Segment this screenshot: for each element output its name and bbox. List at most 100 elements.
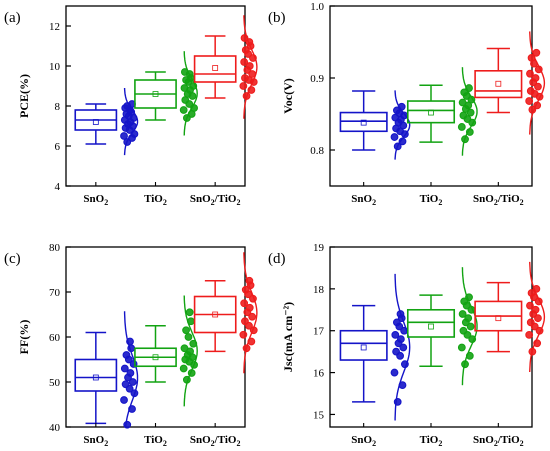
series-SnO2	[339, 273, 411, 421]
data-point	[248, 312, 257, 321]
y-tick-label: 6	[55, 141, 61, 153]
data-point	[123, 420, 132, 429]
data-point	[466, 322, 475, 331]
mean-marker	[152, 354, 159, 361]
subscript: 2	[438, 198, 442, 207]
iqr-box	[74, 358, 118, 392]
label-part: SnO	[351, 434, 372, 446]
subscript: 2	[494, 198, 498, 207]
category-label: SnO2/TiO2	[473, 193, 524, 207]
category-label: TiO2	[420, 434, 443, 446]
label-part: SnO	[83, 193, 104, 205]
data-point	[180, 344, 189, 353]
data-point	[121, 380, 130, 389]
subscript: 2	[438, 439, 442, 446]
y-axis-title: PCE(%)	[17, 74, 31, 118]
data-point	[396, 335, 405, 343]
data-point	[457, 123, 466, 131]
mean-marker	[152, 91, 159, 97]
subscript: 2	[163, 198, 167, 207]
category-label: SnO2/TiO2	[190, 193, 241, 207]
distribution-curve	[183, 51, 198, 136]
data-point	[122, 351, 131, 359]
series-TiO2	[134, 51, 198, 136]
data-point	[245, 62, 254, 70]
category-label: TiO2	[420, 193, 443, 207]
iqr-box	[406, 308, 456, 338]
data-point	[239, 82, 248, 90]
data-point	[464, 314, 473, 323]
data-point	[531, 74, 540, 82]
distribution-curve	[529, 261, 546, 373]
data-point	[391, 331, 400, 339]
iqr-box	[193, 55, 237, 83]
subscript: 2	[236, 198, 240, 207]
data-point	[526, 301, 534, 310]
data-point	[399, 343, 408, 352]
y-tick-label: 70	[49, 287, 61, 299]
data-point	[126, 369, 135, 377]
subscript: 2	[211, 439, 215, 446]
label-part: TiO	[420, 193, 439, 205]
y-tick-label: 16	[313, 368, 325, 380]
data-point	[527, 289, 536, 297]
series-SnO2	[74, 311, 139, 429]
mean-marker	[92, 119, 99, 125]
data-point	[459, 326, 468, 335]
subscript: 2	[520, 439, 524, 446]
subscript: 2	[494, 439, 498, 446]
subscript: 2	[211, 198, 215, 207]
data-point	[240, 58, 249, 66]
category-label: SnO2/TiO2	[473, 434, 524, 446]
y-tick-label: 80	[49, 242, 61, 254]
data-point	[182, 326, 190, 335]
distribution-curve	[243, 15, 258, 119]
data-point	[241, 285, 250, 294]
data-point	[458, 310, 467, 318]
y-tick-label: 15	[313, 409, 325, 421]
series-SnO2-TiO2	[474, 31, 546, 135]
data-point	[180, 84, 189, 92]
mean-marker	[495, 80, 502, 87]
data-point	[241, 74, 249, 82]
series-SnO2-TiO2	[474, 261, 546, 373]
subscript: 2	[104, 439, 108, 446]
y-tick-label: 19	[313, 242, 325, 254]
mean-marker	[212, 65, 219, 71]
label-part: SnO	[83, 434, 104, 446]
data-point	[534, 314, 542, 323]
panel-label: (b)	[268, 10, 286, 26]
subscript: 2	[372, 439, 376, 446]
subscript: 2	[372, 198, 376, 207]
distribution-curve	[123, 311, 139, 427]
mean-marker	[360, 344, 367, 351]
distribution-curve	[529, 31, 546, 135]
data-point	[184, 333, 193, 341]
distribution-curve	[461, 67, 478, 156]
data-point	[460, 88, 469, 97]
data-point	[459, 111, 468, 120]
label-part: TiO	[144, 434, 163, 446]
data-point	[241, 317, 249, 326]
category-label: SnO2	[83, 434, 108, 446]
panel-label: (d)	[268, 251, 286, 267]
category-label: SnO2	[351, 193, 376, 207]
distribution-curve	[183, 295, 198, 407]
y-tick-label: 18	[313, 284, 325, 296]
y-axis-title: Voc(V)	[281, 78, 295, 114]
data-point	[392, 318, 401, 327]
data-point	[240, 299, 249, 308]
data-point	[390, 368, 399, 377]
y-tick-label: 17	[313, 326, 325, 338]
data-point	[120, 132, 128, 140]
data-point	[526, 87, 535, 95]
panel-label: (c)	[4, 251, 21, 267]
data-point	[531, 305, 540, 314]
data-point	[120, 364, 129, 373]
label-part: SnO	[351, 193, 372, 205]
